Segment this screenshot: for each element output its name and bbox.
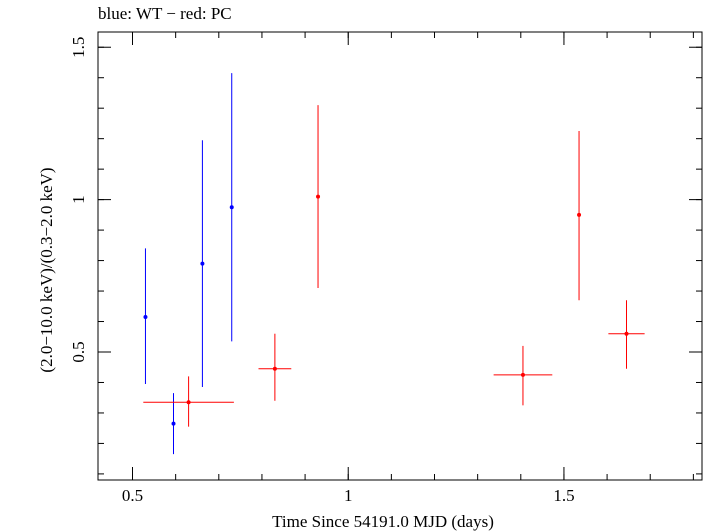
series-wt bbox=[143, 73, 234, 455]
x-tick-label: 1 bbox=[344, 486, 353, 505]
axis-ticks: 0.5 1 1.5 0.5 1 1.5 bbox=[69, 32, 702, 505]
y-tick-label: 1.5 bbox=[69, 37, 88, 58]
data-point bbox=[316, 194, 321, 199]
x-tick-label: 0.5 bbox=[122, 486, 143, 505]
y-tick-label: 0.5 bbox=[69, 341, 88, 362]
data-point bbox=[200, 261, 205, 266]
data-point bbox=[229, 205, 234, 210]
series-pc bbox=[143, 105, 645, 427]
data-point bbox=[624, 331, 629, 336]
data-point bbox=[143, 314, 148, 319]
chart-title: blue: WT − red: PC bbox=[98, 4, 232, 23]
data-point bbox=[520, 372, 525, 377]
x-axis-label: Time Since 54191.0 MJD (days) bbox=[272, 512, 494, 531]
data-point bbox=[577, 212, 582, 217]
plot-frame bbox=[97, 31, 703, 481]
data-point bbox=[186, 400, 191, 405]
y-tick-label: 1 bbox=[69, 195, 88, 204]
data-marks bbox=[143, 73, 645, 455]
data-point bbox=[171, 421, 176, 426]
x-tick-label: 1.5 bbox=[553, 486, 574, 505]
y-axis-label: (2.0−10.0 keV)/(0.3−2.0 keV) bbox=[37, 167, 56, 372]
data-point bbox=[272, 366, 277, 371]
